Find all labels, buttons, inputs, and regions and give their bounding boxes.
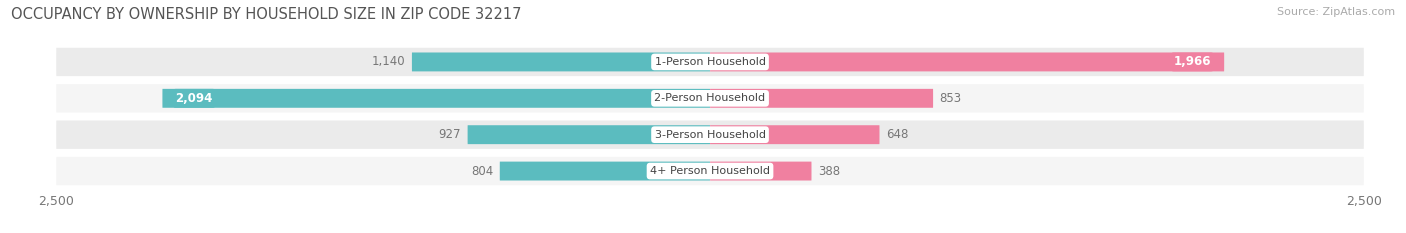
FancyBboxPatch shape <box>710 89 934 108</box>
Text: 2-Person Household: 2-Person Household <box>654 93 766 103</box>
FancyBboxPatch shape <box>412 52 710 71</box>
FancyBboxPatch shape <box>710 52 1225 71</box>
FancyBboxPatch shape <box>56 48 1364 76</box>
FancyBboxPatch shape <box>163 89 710 108</box>
FancyBboxPatch shape <box>710 162 811 181</box>
FancyBboxPatch shape <box>710 125 880 144</box>
Text: 3-Person Household: 3-Person Household <box>655 130 765 140</box>
Text: 853: 853 <box>939 92 962 105</box>
FancyBboxPatch shape <box>56 157 1364 185</box>
Text: 1,140: 1,140 <box>371 55 405 69</box>
Text: 1,966: 1,966 <box>1174 55 1211 69</box>
Text: 804: 804 <box>471 164 494 178</box>
Text: Source: ZipAtlas.com: Source: ZipAtlas.com <box>1277 7 1395 17</box>
Text: 4+ Person Household: 4+ Person Household <box>650 166 770 176</box>
FancyBboxPatch shape <box>56 84 1364 113</box>
Text: 648: 648 <box>886 128 908 141</box>
FancyBboxPatch shape <box>56 120 1364 149</box>
Text: 2,094: 2,094 <box>176 92 212 105</box>
Text: 388: 388 <box>818 164 841 178</box>
Text: 1-Person Household: 1-Person Household <box>655 57 765 67</box>
FancyBboxPatch shape <box>468 125 710 144</box>
Text: OCCUPANCY BY OWNERSHIP BY HOUSEHOLD SIZE IN ZIP CODE 32217: OCCUPANCY BY OWNERSHIP BY HOUSEHOLD SIZE… <box>11 7 522 22</box>
Text: 927: 927 <box>439 128 461 141</box>
FancyBboxPatch shape <box>499 162 710 181</box>
